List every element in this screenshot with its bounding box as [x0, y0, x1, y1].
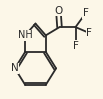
Text: NH: NH — [18, 30, 33, 40]
Text: F: F — [73, 41, 78, 51]
Text: N: N — [11, 63, 19, 73]
Text: F: F — [83, 8, 89, 18]
Text: F: F — [86, 28, 92, 38]
Text: O: O — [54, 6, 63, 16]
